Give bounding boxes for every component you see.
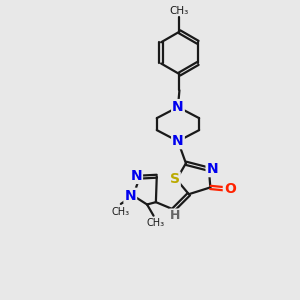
Text: N: N [124, 189, 136, 203]
Text: N: N [172, 134, 184, 148]
Text: N: N [130, 169, 142, 183]
Text: N: N [207, 162, 218, 176]
Text: CH₃: CH₃ [170, 5, 189, 16]
Text: S: S [170, 172, 180, 187]
Text: H: H [170, 209, 180, 223]
Text: CH₃: CH₃ [111, 207, 129, 217]
Text: N: N [172, 100, 184, 114]
Text: CH₃: CH₃ [147, 218, 165, 228]
Text: O: O [224, 182, 236, 196]
